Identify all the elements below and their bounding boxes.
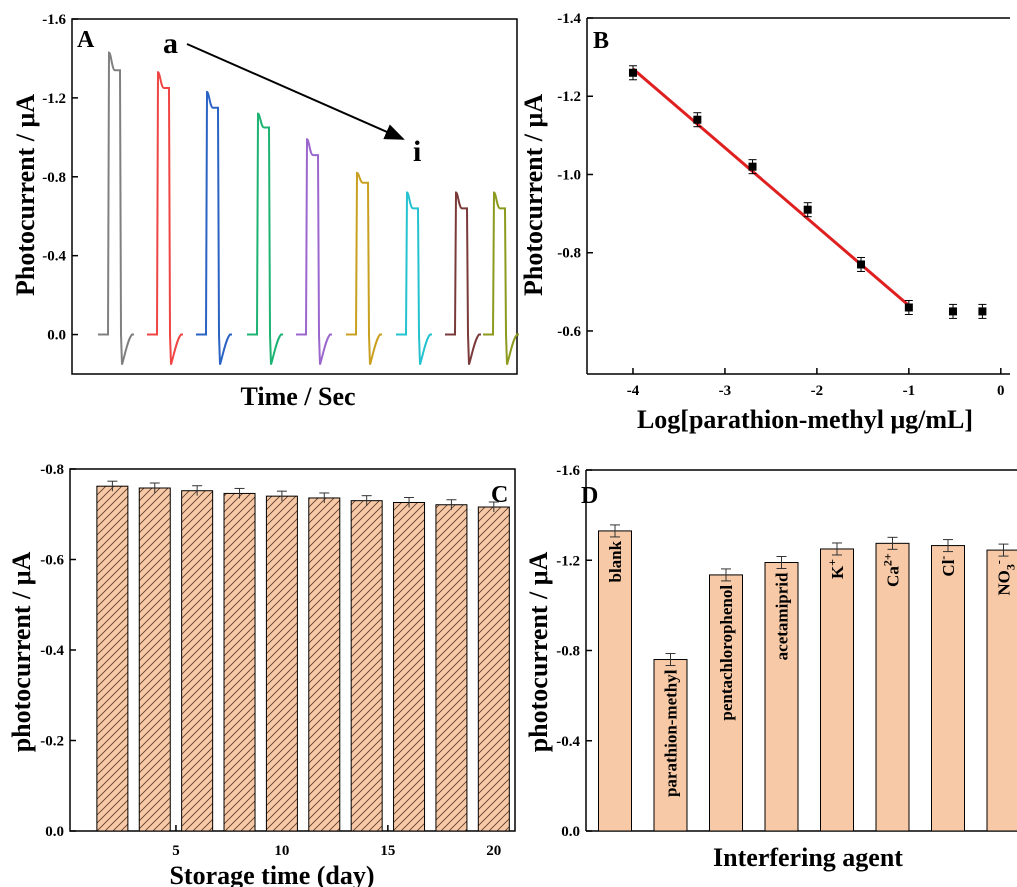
transient-curve-c [196, 90, 232, 365]
data-point [857, 260, 866, 269]
panel-b-xtick-label: -4 [627, 383, 640, 399]
transient-curve-f [346, 171, 382, 365]
bar-label: pentachlorophenol [717, 585, 736, 721]
bar-label: Ca2+ [881, 553, 903, 587]
panel-c-ytick-label: -0.4 [40, 643, 64, 659]
storage-bar [393, 501, 426, 832]
panel-a-ytick-label: -0.4 [42, 249, 66, 265]
data-point [628, 68, 637, 77]
panel-b-ytick-label: -1.2 [557, 89, 581, 105]
panel-a-xlabel: Time / Sec [240, 382, 355, 411]
panel-c-ytick-label: 0.0 [45, 824, 64, 840]
storage-bar [308, 497, 341, 832]
annotation-a: a [163, 27, 178, 60]
transient-curve-d [247, 112, 283, 365]
annotation-i: i [413, 135, 421, 168]
storage-bar [350, 500, 383, 832]
transient-curve-g [396, 191, 432, 365]
panel-d-xlabel: Interfering agent [713, 843, 903, 872]
panel-c-xtick-label: 5 [172, 843, 180, 859]
bar-label: Cl- [936, 556, 958, 577]
panel-c-xtick-label: 10 [274, 843, 289, 859]
panel-b-xtick-label: -1 [903, 383, 916, 399]
trend-arrow [186, 43, 405, 140]
interferent-bar [986, 549, 1017, 832]
panel-d-ylabel: photocurrent / μA [524, 551, 553, 752]
bar-label: K+ [825, 559, 847, 579]
panel-b-ytick-label: -1.4 [557, 11, 581, 27]
data-point [948, 307, 957, 316]
interferent-bar [820, 548, 854, 832]
transient-curve-i [483, 191, 519, 365]
panel-b-ytick-label: -0.6 [557, 324, 581, 340]
data-point [748, 162, 757, 171]
panel-b: B Photocurrent / μA Log[parathion-methyl… [519, 11, 1010, 434]
bar-label: parathion-methyl [662, 669, 681, 797]
storage-bar [477, 506, 510, 832]
fit-line [632, 67, 910, 307]
panel-c-ytick-label: -0.6 [40, 553, 64, 569]
panel-a-ytick-label: -1.2 [42, 91, 66, 107]
panel-b-xtick-label: 0 [997, 383, 1005, 399]
storage-bar [96, 485, 129, 832]
panel-a-label: A [77, 27, 95, 53]
data-point [803, 205, 812, 214]
panel-a-ytick-label: -1.6 [42, 12, 66, 28]
panel-d-ytick-label: -0.4 [556, 734, 580, 750]
interferent-bar [598, 530, 632, 832]
storage-bar [181, 490, 214, 832]
panel-a-frame [71, 18, 518, 375]
interferent-bar [875, 542, 910, 832]
panel-d-ytick-label: -1.6 [556, 463, 580, 479]
transient-curve-e [296, 138, 332, 365]
panel-b-xlabel: Log[parathion-methyl μg/mL] [637, 405, 973, 434]
panel-c-ytick-label: -0.8 [40, 462, 64, 478]
panel-b-label: B [593, 28, 609, 54]
transient-curve-b [147, 71, 183, 365]
data-point [978, 307, 987, 316]
storage-bar [265, 495, 298, 832]
interferent-bar [764, 562, 799, 832]
panel-b-xtick-label: -3 [719, 383, 732, 399]
panel-c-xtick-label: 20 [486, 843, 501, 859]
bar-label: acetamiprid [773, 572, 792, 660]
panel-c: C photocurrent / μA Storage time (day) -… [7, 462, 516, 887]
bar-label: NO3- [992, 560, 1017, 596]
panel-c-xlabel: Storage time (day) [169, 861, 374, 887]
panel-d-ytick-label: 0.0 [561, 824, 580, 840]
bar-label: blank [606, 540, 625, 582]
panel-a-ytick-label: -0.8 [42, 170, 66, 186]
interferent-bar [653, 659, 688, 832]
panel-d-label: D [581, 483, 598, 509]
panel-b-ytick-label: -1.0 [557, 167, 581, 183]
panel-d-ytick-label: -1.2 [556, 553, 580, 569]
transient-curve-a [98, 51, 134, 365]
storage-bar [138, 487, 171, 832]
panel-b-xtick-label: -2 [811, 383, 824, 399]
panel-a-ytick-label: 0.0 [47, 328, 66, 344]
data-point [693, 115, 702, 124]
panel-c-xtick-label: 15 [380, 843, 395, 859]
panel-d-ytick-label: -0.8 [556, 644, 580, 660]
panel-c-label: C [491, 482, 508, 508]
panel-b-ytick-label: -0.8 [557, 246, 581, 262]
interferent-bar [931, 545, 965, 832]
panel-d: D photocurrent / μA Interfering agent -1… [524, 463, 1017, 872]
panel-a-ylabel: Photocurrent / μA [11, 94, 40, 296]
storage-bar [435, 504, 468, 832]
panel-a: A Photocurrent / μA Time / Sec a i -1.6 -… [11, 12, 519, 411]
data-point [904, 303, 913, 312]
panel-c-ylabel: photocurrent / μA [7, 551, 36, 752]
panel-c-ytick-label: -0.2 [40, 734, 64, 750]
storage-bar [223, 492, 256, 832]
transient-curve-h [445, 191, 481, 365]
panel-b-ylabel: Photocurrent / μA [519, 94, 548, 296]
